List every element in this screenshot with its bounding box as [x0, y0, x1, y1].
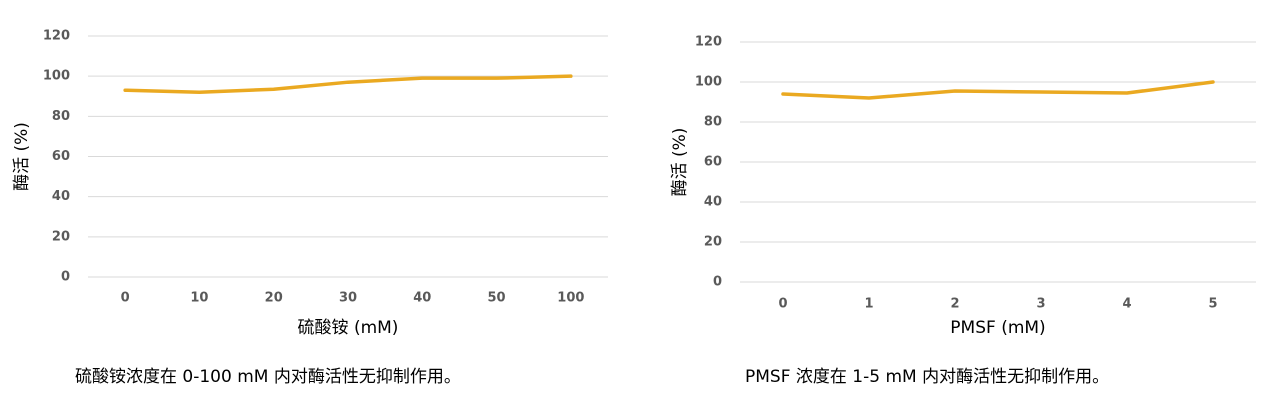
x-axis-label: 硫酸铵 (mM) — [298, 318, 399, 338]
y-tick-label: 100 — [43, 69, 70, 84]
y-tick-label: 0 — [713, 275, 722, 290]
x-tick-label: 40 — [413, 291, 431, 306]
y-tick-label: 100 — [695, 75, 722, 90]
x-tick-label: 2 — [950, 297, 959, 312]
y-axis-label: 酶活 (%) — [12, 122, 32, 191]
y-tick-label: 20 — [704, 235, 722, 250]
y-tick-label: 40 — [704, 195, 722, 210]
y-tick-label: 80 — [52, 109, 70, 124]
y-tick-label: 60 — [52, 149, 70, 164]
y-tick-label: 0 — [61, 270, 70, 285]
x-tick-label: 100 — [557, 291, 584, 306]
x-tick-label: 0 — [778, 297, 787, 312]
data-line — [123, 74, 573, 94]
x-tick-label: 5 — [1208, 297, 1217, 312]
caption: 硫酸铵浓度在 0-100 mM 内对酶活性无抑制作用。 — [75, 367, 461, 387]
y-tick-label: 120 — [43, 29, 70, 44]
y-tick-label: 80 — [704, 115, 722, 130]
y-axis-label: 酶活 (%) — [670, 128, 690, 197]
x-tick-label: 30 — [339, 291, 357, 306]
x-tick-label: 10 — [190, 291, 208, 306]
x-tick-label: 50 — [488, 291, 506, 306]
x-tick-label: 4 — [1122, 297, 1131, 312]
y-tick-label: 60 — [704, 155, 722, 170]
x-tick-label: 3 — [1036, 297, 1045, 312]
data-line — [781, 80, 1215, 100]
y-tick-label: 120 — [695, 35, 722, 50]
x-tick-label: 20 — [265, 291, 283, 306]
x-tick-label: 1 — [864, 297, 873, 312]
x-axis-label: PMSF (mM) — [950, 318, 1045, 338]
x-tick-label: 0 — [121, 291, 130, 306]
caption: PMSF 浓度在 1-5 mM 内对酶活性无抑制作用。 — [745, 367, 1109, 387]
y-tick-label: 20 — [52, 229, 70, 244]
y-tick-label: 40 — [52, 189, 70, 204]
